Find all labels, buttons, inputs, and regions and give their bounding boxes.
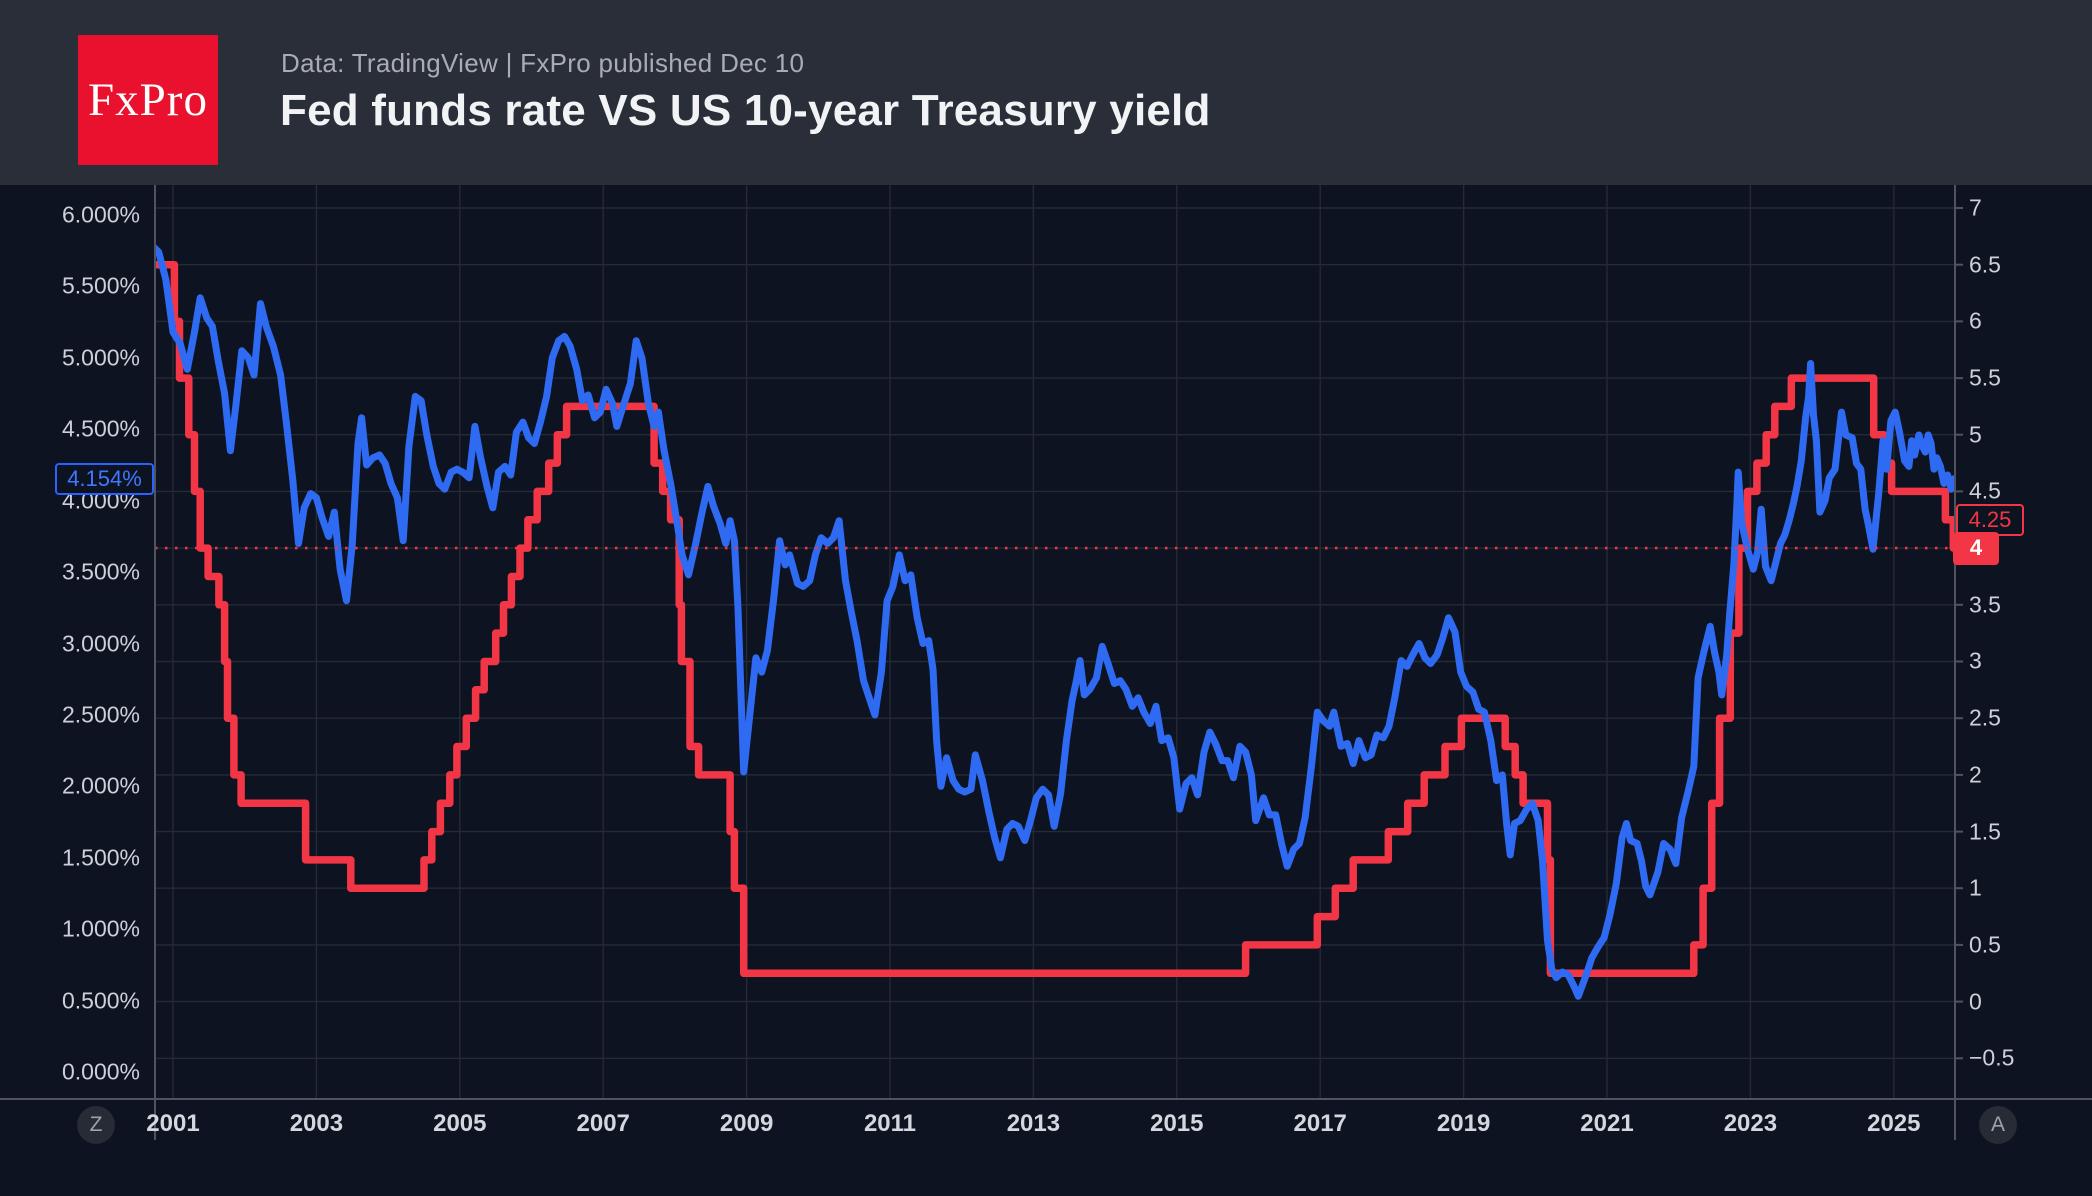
right-axis-tick: 4.5 xyxy=(1969,477,2001,504)
year-tick: 2019 xyxy=(1436,1110,1491,1137)
fed-funds-outline-label: 4.25 xyxy=(1956,503,2024,536)
year-tick: 2017 xyxy=(1293,1110,1347,1137)
right-axis-tick: 1 xyxy=(1969,874,1982,901)
right-axis-tick: 3.5 xyxy=(1969,591,2001,618)
left-axis-tick: 1.500% xyxy=(61,844,140,871)
left-axis-tick: 6.000% xyxy=(61,201,140,228)
left-axis-tick: 3.000% xyxy=(61,630,140,656)
right-axis-tick: 2 xyxy=(1969,761,1982,788)
year-tick: 2015 xyxy=(1150,1110,1204,1137)
fxpro-logo-text: FxPro xyxy=(88,74,208,126)
shortcut-badge-a: A xyxy=(1979,1106,2017,1144)
treasury-yield-series[interactable] xyxy=(153,243,1955,1000)
right-axis-tick: 0.5 xyxy=(1969,931,2001,958)
source-line: Data: TradingView | FxPro published Dec … xyxy=(281,48,805,78)
left-price-scale[interactable]: 6.000% 5.500% 5.000% 4.500% 4.000% 3.500% 3.00… xyxy=(0,185,155,1099)
right-axis-tick: 0 xyxy=(1969,988,1982,1015)
year-tick: 2011 xyxy=(863,1110,917,1137)
right-axis-tick: 6.5 xyxy=(1969,251,2001,278)
right-axis-tick: 6 xyxy=(1969,307,1982,334)
right-axis-tick: 5 xyxy=(1969,421,1982,448)
right-price-scale[interactable]: 7 6.5 6 5.5 5 4.5 3.5 3 2.5 2 1.5 1 0.5 0 −0.5 xyxy=(1955,185,2092,1099)
left-axis-tick: 5.500% xyxy=(61,272,140,299)
left-axis-tick: 4.500% xyxy=(61,415,140,442)
year-tick: 2013 xyxy=(1006,1110,1061,1137)
left-axis-tick: 0.500% xyxy=(61,987,140,1014)
fed-funds-current-price-label: 4 xyxy=(1953,531,1999,565)
right-axis-tick: 5.5 xyxy=(1969,364,2001,391)
right-axis-tick: 2.5 xyxy=(1969,704,2001,731)
header: FxPro Data: TradingView | FxPro publishe… xyxy=(0,0,2092,185)
left-axis-tick: 3.500% xyxy=(61,558,140,585)
fed-funds-series[interactable] xyxy=(153,260,1962,978)
right-axis-tick: −0.5 xyxy=(1969,1044,2015,1071)
year-tick: 2025 xyxy=(1867,1110,1921,1137)
year-tick: 2003 xyxy=(289,1110,344,1137)
right-axis-tick: 3 xyxy=(1969,647,1982,674)
axis-lines xyxy=(0,185,2092,1140)
treasury-yield-price-label: 4.154% xyxy=(55,462,154,495)
year-tick: 2007 xyxy=(576,1110,630,1137)
year-tick: 2001 xyxy=(146,1110,200,1137)
left-axis-tick: 2.000% xyxy=(61,772,140,799)
left-axis-tick: 5.000% xyxy=(61,344,140,371)
right-axis-tick: 1.5 xyxy=(1969,818,2001,845)
fxpro-logo: FxPro xyxy=(78,35,218,165)
grid xyxy=(155,185,1955,1099)
left-axis-tick: 1.000% xyxy=(61,915,140,942)
year-tick: 2009 xyxy=(719,1110,774,1137)
time-scale[interactable]: 2001 2003 2005 2007 2009 2011 2013 2015 2017 2019… xyxy=(0,1099,2092,1196)
shortcut-badge-z: Z xyxy=(77,1106,115,1144)
right-axis-tick: 7 xyxy=(1969,194,1982,221)
left-axis-tick: 2.500% xyxy=(61,701,140,728)
year-tick: 2023 xyxy=(1723,1110,1778,1137)
year-tick: 2021 xyxy=(1580,1110,1634,1137)
page-title: Fed funds rate VS US 10-year Treasury yi… xyxy=(280,86,1211,135)
left-axis-tick: 0.000% xyxy=(61,1058,140,1085)
year-tick: 2005 xyxy=(433,1110,487,1137)
